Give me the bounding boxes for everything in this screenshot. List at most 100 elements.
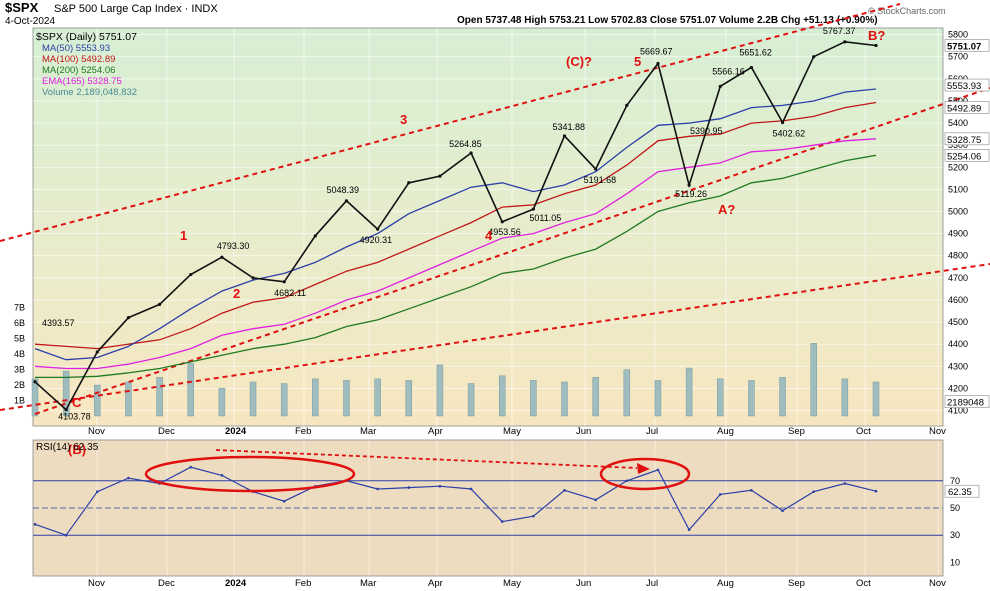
axis-value-box <box>944 395 990 408</box>
price-point <box>407 181 411 185</box>
time-axis: Nov Nov Dec Dec 2024 2024 Feb Feb Mar Mar Apr Apr Ma… <box>88 426 946 589</box>
volume-tick-label: 4B <box>14 349 25 359</box>
legend-title: $SPX (Daily) 5751.07 <box>36 31 137 43</box>
rsi-point <box>220 474 224 477</box>
axis-value-box <box>944 132 990 146</box>
legend-volume: Volume 2,189,048,832 <box>42 87 137 98</box>
rsi-point <box>594 498 597 502</box>
x-tick-label-rsi: Mar <box>360 578 376 589</box>
rsi-point <box>376 487 379 491</box>
wave-label: (C)? <box>566 54 592 69</box>
axis-value-box <box>944 78 990 92</box>
axis-value-label: 5492.89 <box>947 104 981 115</box>
rsi-value-box <box>944 484 980 498</box>
price-point <box>376 227 380 231</box>
legend-ema165: EMA(165) 5328.75 <box>42 76 122 87</box>
volume-bar <box>841 378 849 417</box>
rsi-point <box>33 523 37 526</box>
legend: $SPX (Daily) 5751.07 MA(50) 5553.93 MA(1… <box>36 31 137 98</box>
x-tick-label: Jul <box>646 426 658 437</box>
volume-tick-label: 1B <box>14 396 25 406</box>
volume-bar <box>125 381 132 417</box>
volume-bar <box>872 381 880 417</box>
x-tick-label-rsi: 2024 <box>225 578 247 589</box>
price-line <box>34 40 877 411</box>
price-annotation: 5402.62 <box>773 128 806 138</box>
rsi-point <box>469 487 473 491</box>
wave-label: 4 <box>485 228 493 243</box>
rsi-point <box>189 465 193 469</box>
volume-bar <box>810 343 817 417</box>
legend-ma50: MA(50) 5553.93 <box>42 43 110 54</box>
x-tick-label: Nov <box>88 426 105 437</box>
volume-bar <box>623 369 631 417</box>
volume-axis: 1B 2B 3B 4B 5B 6B 7B <box>14 303 25 406</box>
legend-ma100: MA(100) 5492.89 <box>42 54 115 65</box>
rsi-highlight-ellipse-right <box>599 457 691 491</box>
volume-bar <box>343 380 350 417</box>
ema165-line <box>34 138 877 370</box>
rsi-point <box>563 489 566 492</box>
volume-bar <box>561 381 568 417</box>
x-tick-label: Jun <box>576 426 591 437</box>
rsi-value-label: 62.35 <box>948 487 972 498</box>
x-tick-label: Nov <box>929 426 946 437</box>
price-point <box>718 84 722 88</box>
x-tick-label: 2024 <box>225 426 247 437</box>
price-tick-label: 5100 <box>948 184 968 194</box>
price-annotation: 4682.11 <box>274 288 306 298</box>
price-point <box>874 43 878 48</box>
rsi-tick-label: 30 <box>950 530 960 540</box>
wave-label: 3 <box>400 112 407 127</box>
volume-bar <box>31 378 39 417</box>
rsi-tick-label: 70 <box>950 476 960 486</box>
price-panel <box>32 27 944 427</box>
price-annotation: 5390.95 <box>690 126 723 136</box>
volume-bar <box>467 383 475 417</box>
volume-bar <box>498 375 506 417</box>
lower-channel-line <box>0 263 990 411</box>
price-tick-label: 5400 <box>948 118 968 128</box>
price-point <box>64 408 68 412</box>
axis-value-label: 2189048 <box>947 398 984 409</box>
x-tick-label: Aug <box>717 426 734 437</box>
volume-bar <box>717 378 724 417</box>
upper-channel-line <box>0 3 901 242</box>
x-tick-label-rsi: Nov <box>88 578 105 589</box>
x-tick-label: Mar <box>360 426 376 437</box>
rsi-point <box>532 514 535 518</box>
rsi-arrow-head <box>637 463 650 474</box>
price-annotation: 4953.56 <box>488 227 521 237</box>
volume-bar <box>280 383 288 417</box>
x-tick-label: Feb <box>295 426 311 437</box>
x-tick-label-rsi: Nov <box>929 578 946 589</box>
price-tick-label: 4800 <box>948 251 968 261</box>
grid-lines <box>33 28 943 576</box>
price-point <box>282 280 286 284</box>
chart-date: 4-Oct-2024 <box>5 16 55 27</box>
rsi-line <box>34 466 877 536</box>
rsi-point <box>718 493 722 496</box>
volume-bar <box>94 384 101 417</box>
rsi-point <box>874 489 878 493</box>
price-tick-label: 4400 <box>948 339 968 349</box>
axis-value-label: 5328.75 <box>947 135 981 146</box>
x-tick-label: Apr <box>428 426 443 437</box>
price-annotation: 4103.78 <box>58 412 91 422</box>
price-annotation: 5264.85 <box>449 139 482 149</box>
volume-bar <box>530 380 537 417</box>
x-tick-label-rsi: Dec <box>158 578 175 589</box>
price-point <box>313 234 317 238</box>
volume-bar <box>187 363 194 417</box>
axis-value-box <box>944 149 990 162</box>
axis-value-label: 5553.93 <box>947 81 981 92</box>
wave-label: A? <box>718 202 735 217</box>
price-point <box>625 103 629 107</box>
volume-bar <box>685 367 693 417</box>
axis-value-box <box>944 101 990 114</box>
wave-label: 5 <box>634 54 641 69</box>
rsi-highlight-ellipse-left <box>144 455 356 493</box>
price-point <box>843 40 847 44</box>
x-tick-label-rsi: Apr <box>428 578 443 589</box>
price-annotation: 5011.05 <box>529 213 561 223</box>
